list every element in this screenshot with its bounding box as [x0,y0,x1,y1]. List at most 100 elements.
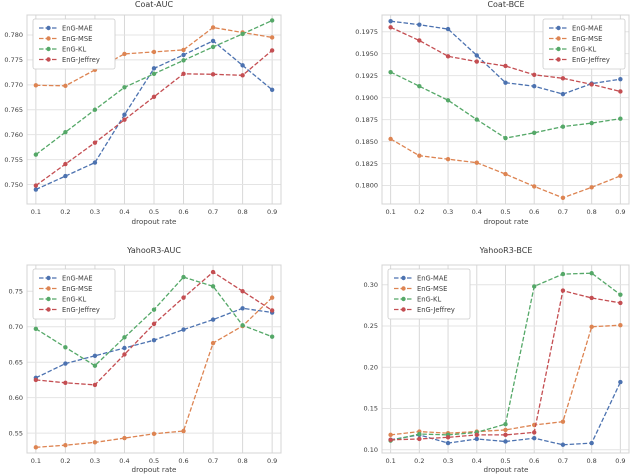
y-tick-label: 0.10 [364,446,378,454]
legend-label: EnG-Jeffrey [572,56,610,64]
data-point-marker [417,84,422,89]
legend-sample-marker [46,57,51,62]
data-point-marker [240,31,245,37]
data-point-marker [388,69,393,75]
x-tick-label: 0.7 [208,457,218,465]
data-point-marker [122,112,127,117]
data-point-marker [589,82,594,87]
chart-coat-bce-canvas: 0.1800 0.1825 0.1850 0.1875 0.1900 0.1925 0.19… [355,14,630,216]
y-tick-label: 0.1975 [355,28,378,36]
data-point-marker [269,35,275,40]
data-point-marker [503,421,508,427]
plot-border [381,264,630,454]
x-tick-label: 0.2 [60,208,70,216]
legend: EnG-MAE EnG-MSE EnG-KL EnG-Jeffrey [32,268,116,320]
chart-title-coat-bce: Coat-BCE [487,0,525,9]
x-tick-label: 0.3 [90,208,100,216]
data-point-marker [474,160,479,165]
data-point-marker [269,295,275,300]
data-point-marker [63,345,68,350]
y-tick-label: 0.770 [4,81,23,89]
legend-box [32,18,116,70]
legend-label: EnG-KL [572,45,596,53]
legend-label: EnG-MSE [62,285,92,293]
data-point-marker [151,431,157,437]
legend: EnG-MAE EnG-MSE EnG-KL EnG-Jeffrey [387,268,471,320]
x-tick-label: 0.5 [149,457,159,465]
legend-label: EnG-MSE [417,285,447,293]
x-axis-label-coat-bce: dropout rate [483,217,529,226]
legend-sample-marker [46,36,51,41]
x-tick-label: 0.1 [385,208,395,216]
legend-sample-marker [556,36,561,41]
y-tick-label: 0.75 [9,287,23,295]
x-tick-label: 0.3 [443,208,453,216]
data-point-marker [122,352,127,357]
legend-sample-marker [46,275,51,281]
x-tick-label: 0.8 [586,208,596,216]
y-axis-tick-labels: 0.10 0.15 0.20 0.25 0.30 [364,281,378,454]
legend-label: EnG-MAE [572,24,603,32]
data-point-marker [122,345,127,351]
data-point-marker [33,445,39,450]
y-tick-label: 0.775 [4,56,23,64]
data-point-marker [618,379,623,385]
chart-title-yahoor3-bce: YahooR3-BCE [479,246,533,255]
series-EnG-KL [388,69,623,141]
data-point-marker [210,72,216,77]
data-point-marker [122,335,127,340]
series-EnG-Jeffrey [388,288,623,443]
data-point-marker [503,80,508,85]
data-point-marker [269,87,275,93]
data-point-marker [210,38,216,44]
x-tick-label: 0.2 [60,457,70,465]
series-line [390,272,621,442]
data-point-marker [388,18,393,24]
data-point-marker [122,117,127,122]
legend-label: EnG-Jeffrey [62,56,100,64]
x-axis-label-yahoor3-auc: dropout rate [131,465,177,474]
series-EnG-MAE [33,38,275,192]
x-axis-label-coat-auc: dropout rate [131,217,177,226]
y-tick-label: 0.1850 [355,138,378,146]
legend-label: EnG-KL [417,295,441,303]
series-line [390,381,621,446]
data-point-marker [503,439,508,444]
series-EnG-KL [33,18,275,157]
data-point-marker [63,161,68,167]
x-tick-label: 0.4 [119,457,129,465]
legend-sample-marker [556,46,561,52]
data-point-marker [589,120,594,126]
chart-title-coat-auc: Coat-AUC [134,0,174,9]
x-tick-label: 0.6 [178,457,188,465]
plot-border [26,14,282,205]
chart-yahoor3-auc: 0.55 0.60 0.65 0.70 0.75 0.1 0.2 0.3 0.4 0.5 0.6 0.… [0,238,320,476]
data-point-marker [92,107,98,112]
x-axis-label-yahoor3-bce: dropout rate [483,465,529,474]
legend-box [542,18,626,70]
y-axis-tick-labels: 0.750 0.755 0.760 0.765 0.770 0.775 0.780 [4,31,23,189]
y-tick-label: 0.25 [364,322,378,330]
data-point-marker [269,308,275,313]
data-point-marker [92,363,98,368]
y-tick-label: 0.30 [364,281,378,289]
data-point-marker [532,130,537,135]
data-point-marker [445,54,451,59]
gridlines [27,15,281,204]
data-point-marker [33,326,39,332]
data-point-marker [560,419,566,424]
data-point-marker [560,124,566,129]
data-point-marker [33,183,39,188]
data-point-marker [33,83,39,88]
data-point-marker [92,440,98,445]
y-tick-label: 0.765 [4,106,23,114]
data-point-marker [503,135,508,141]
y-axis-tick-labels: 0.55 0.60 0.65 0.70 0.75 [9,287,23,437]
data-point-marker [92,160,98,165]
y-tick-label: 0.1900 [355,94,378,102]
x-tick-label: 0.5 [149,208,159,216]
series-EnG-Jeffrey [33,48,275,188]
data-point-marker [532,430,537,435]
